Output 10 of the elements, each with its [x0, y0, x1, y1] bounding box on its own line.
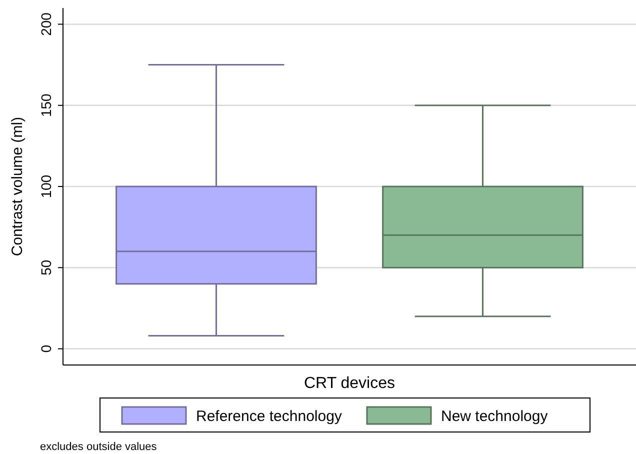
- x-axis-title: CRT devices: [304, 375, 395, 392]
- text: excludes outside values: [40, 441, 158, 453]
- y-tick-label: 0: [38, 344, 54, 353]
- legend-label: New technology: [441, 408, 548, 425]
- legend-label: Reference technology: [196, 408, 342, 425]
- y-tick-label: 100: [38, 174, 54, 198]
- y-tick-label: 200: [38, 12, 54, 36]
- y-tick-label: 150: [38, 93, 54, 118]
- y-axis-title: Contrast volume (ml): [9, 116, 26, 256]
- y-tick-label: 50: [38, 260, 54, 276]
